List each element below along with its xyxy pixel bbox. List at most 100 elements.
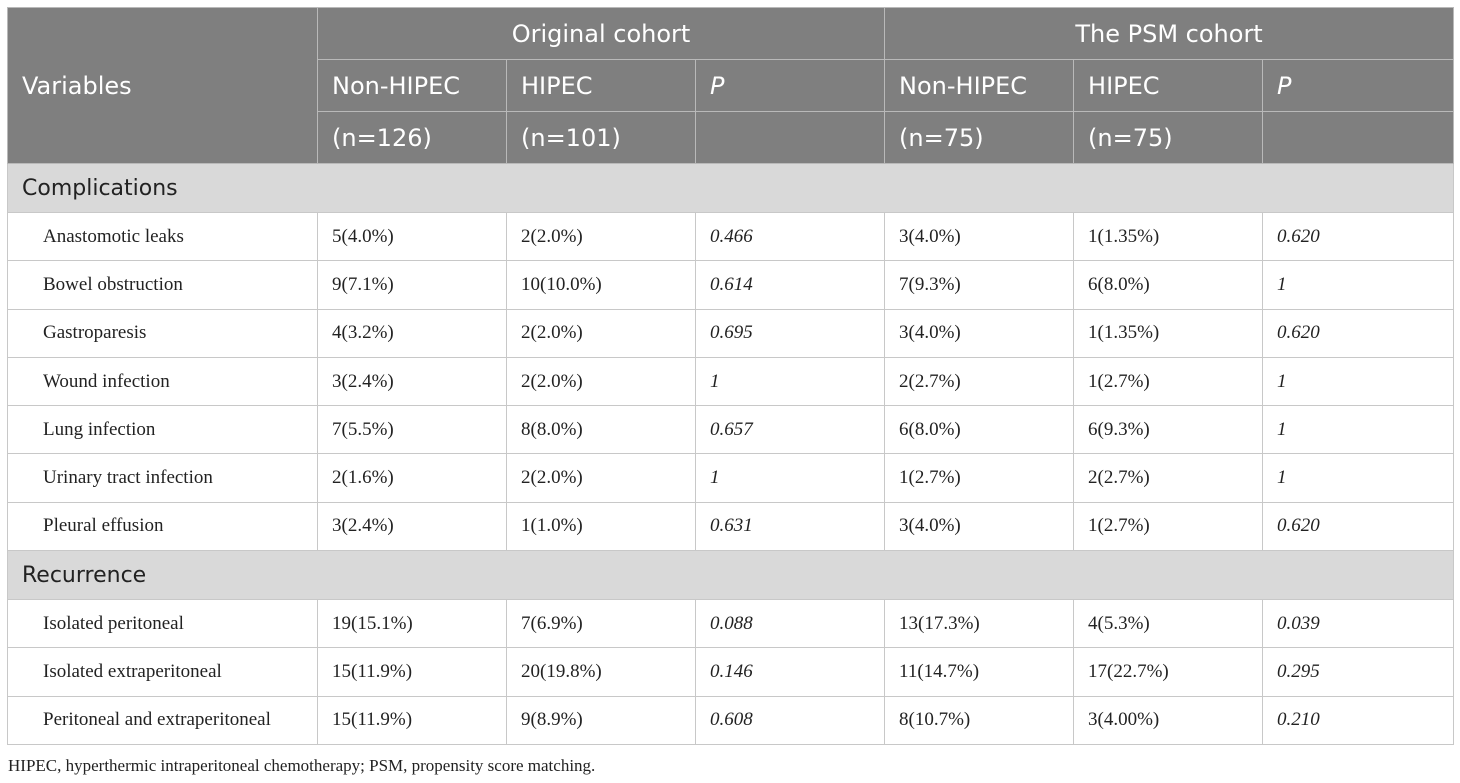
p-value-cell: 1 bbox=[1262, 405, 1455, 455]
row-label: Peritoneal and extraperitoneal bbox=[7, 695, 318, 745]
count-cell: 3(4.0%) bbox=[884, 211, 1075, 262]
count-header: (n=75) bbox=[1073, 111, 1264, 164]
count-cell: 7(9.3%) bbox=[884, 260, 1075, 310]
count-cell: 1(1.35%) bbox=[1073, 308, 1264, 358]
count-cell: 15(11.9%) bbox=[317, 695, 507, 745]
section-row: Recurrence bbox=[6, 550, 1455, 601]
count-cell: 13(17.3%) bbox=[884, 599, 1075, 649]
count-cell: 2(2.0%) bbox=[506, 308, 696, 358]
table-row: Pleural effusion 3(2.4%) 1(1.0%) 0.631 3(4.0… bbox=[7, 501, 1455, 552]
table-row: Urinary tract infection 2(1.6%) 2(2.0%) 1 1(… bbox=[7, 453, 1455, 503]
row-label: Urinary tract infection bbox=[7, 453, 318, 503]
row-label: Isolated peritoneal bbox=[7, 599, 318, 649]
count-cell: 7(5.5%) bbox=[317, 405, 507, 455]
table-body: Complications Anastomotic leaks 5(4.0%) 2(2… bbox=[6, 163, 1455, 745]
count-cell: 3(4.0%) bbox=[884, 308, 1075, 358]
count-cell: 2(2.7%) bbox=[884, 356, 1075, 407]
p-value-cell: 0.614 bbox=[694, 260, 886, 310]
table-row: Wound infection 3(2.4%) 2(2.0%) 1 2(2.7%) 1(2… bbox=[7, 356, 1455, 407]
table-row: Lung infection 7(5.5%) 8(8.0%) 0.657 6(8.0%)… bbox=[7, 405, 1455, 455]
row-label: Wound infection bbox=[7, 356, 318, 407]
count-cell: 7(6.9%) bbox=[506, 599, 696, 649]
table-row: Bowel obstruction 9(7.1%) 10(10.0%) 0.614 7(… bbox=[7, 260, 1455, 310]
count-cell: 2(2.0%) bbox=[506, 211, 696, 262]
count-cell: 8(8.0%) bbox=[506, 405, 696, 455]
count-header: (n=75) bbox=[884, 111, 1075, 164]
count-cell: 1(2.7%) bbox=[884, 453, 1075, 503]
p-value-cell: 1 bbox=[1262, 356, 1455, 407]
count-cell: 1(1.35%) bbox=[1073, 211, 1264, 262]
p-value-cell: 0.657 bbox=[694, 405, 886, 455]
p-value-cell: 0.620 bbox=[1262, 211, 1455, 262]
p-value-cell: 1 bbox=[1262, 453, 1455, 503]
section-title: Complications bbox=[6, 163, 1455, 213]
p-value-cell: 0.466 bbox=[694, 211, 886, 262]
section-title: Recurrence bbox=[6, 550, 1455, 601]
table-row: Gastroparesis 4(3.2%) 2(2.0%) 0.695 3(4.0%) 1… bbox=[7, 308, 1455, 358]
psm-cohort-header: The PSM cohort bbox=[884, 7, 1455, 60]
table-footnote: HIPEC, hyperthermic intraperitoneal chem… bbox=[8, 756, 596, 775]
count-cell: 2(1.6%) bbox=[317, 453, 507, 503]
table-row: Isolated peritoneal 19(15.1%) 7(6.9%) 0.088… bbox=[7, 599, 1455, 649]
count-header bbox=[1262, 111, 1455, 164]
p-value-cell: 0.295 bbox=[1262, 647, 1455, 697]
row-label: Bowel obstruction bbox=[7, 260, 318, 310]
p-value-cell: 0.631 bbox=[694, 501, 886, 552]
count-header: (n=126) bbox=[317, 111, 507, 164]
row-label: Isolated extraperitoneal bbox=[7, 647, 318, 697]
p-value-cell: 1 bbox=[694, 356, 886, 407]
table-header: Variables Original cohort The PSM cohort… bbox=[7, 7, 1455, 164]
row-label: Pleural effusion bbox=[7, 501, 318, 552]
count-cell: 17(22.7%) bbox=[1073, 647, 1264, 697]
column-header: Non-HIPEC bbox=[884, 59, 1075, 112]
variables-header: Variables bbox=[7, 7, 318, 164]
p-value-cell: 0.620 bbox=[1262, 501, 1455, 552]
table-row: Isolated extraperitoneal 15(11.9%) 20(19.8… bbox=[7, 647, 1455, 697]
count-header: (n=101) bbox=[506, 111, 696, 164]
count-cell: 9(7.1%) bbox=[317, 260, 507, 310]
complications-recurrence-table: Variables Original cohort The PSM cohort… bbox=[6, 7, 1455, 745]
count-cell: 8(10.7%) bbox=[884, 695, 1075, 745]
count-cell: 10(10.0%) bbox=[506, 260, 696, 310]
count-header bbox=[694, 111, 886, 164]
p-value-cell: 0.088 bbox=[694, 599, 886, 649]
p-value-cell: 0.608 bbox=[694, 695, 886, 745]
column-header: HIPEC bbox=[506, 59, 696, 112]
count-cell: 9(8.9%) bbox=[506, 695, 696, 745]
p-value-cell: 0.039 bbox=[1262, 599, 1455, 649]
p-value-cell: 1 bbox=[1262, 260, 1455, 310]
count-cell: 3(4.00%) bbox=[1073, 695, 1264, 745]
count-cell: 3(2.4%) bbox=[317, 501, 507, 552]
count-cell: 5(4.0%) bbox=[317, 211, 507, 262]
row-label: Anastomotic leaks bbox=[7, 211, 318, 262]
p-value-cell: 0.146 bbox=[694, 647, 886, 697]
column-header: P bbox=[1262, 59, 1455, 112]
p-value-cell: 0.620 bbox=[1262, 308, 1455, 358]
column-header: P bbox=[694, 59, 886, 112]
column-header: Non-HIPEC bbox=[317, 59, 507, 112]
count-cell: 2(2.7%) bbox=[1073, 453, 1264, 503]
count-cell: 6(8.0%) bbox=[884, 405, 1075, 455]
table-row: Peritoneal and extraperitoneal 15(11.9%) 9… bbox=[7, 695, 1455, 745]
row-label: Gastroparesis bbox=[7, 308, 318, 358]
count-cell: 2(2.0%) bbox=[506, 453, 696, 503]
count-cell: 1(2.7%) bbox=[1073, 501, 1264, 552]
count-cell: 15(11.9%) bbox=[317, 647, 507, 697]
table-row: Anastomotic leaks 5(4.0%) 2(2.0%) 0.466 3(4.… bbox=[7, 211, 1455, 262]
p-value-cell: 0.210 bbox=[1262, 695, 1455, 745]
count-cell: 1(1.0%) bbox=[506, 501, 696, 552]
count-cell: 20(19.8%) bbox=[506, 647, 696, 697]
original-cohort-header: Original cohort bbox=[316, 7, 886, 60]
count-cell: 4(5.3%) bbox=[1073, 599, 1264, 649]
row-label: Lung infection bbox=[7, 405, 318, 455]
count-cell: 3(4.0%) bbox=[884, 501, 1075, 552]
section-row: Complications bbox=[6, 163, 1455, 213]
count-cell: 11(14.7%) bbox=[884, 647, 1075, 697]
count-cell: 1(2.7%) bbox=[1073, 356, 1264, 407]
count-cell: 4(3.2%) bbox=[317, 308, 507, 358]
count-cell: 6(8.0%) bbox=[1073, 260, 1264, 310]
count-cell: 2(2.0%) bbox=[506, 356, 696, 407]
count-cell: 6(9.3%) bbox=[1073, 405, 1264, 455]
column-header: HIPEC bbox=[1073, 59, 1264, 112]
count-cell: 19(15.1%) bbox=[317, 599, 507, 649]
